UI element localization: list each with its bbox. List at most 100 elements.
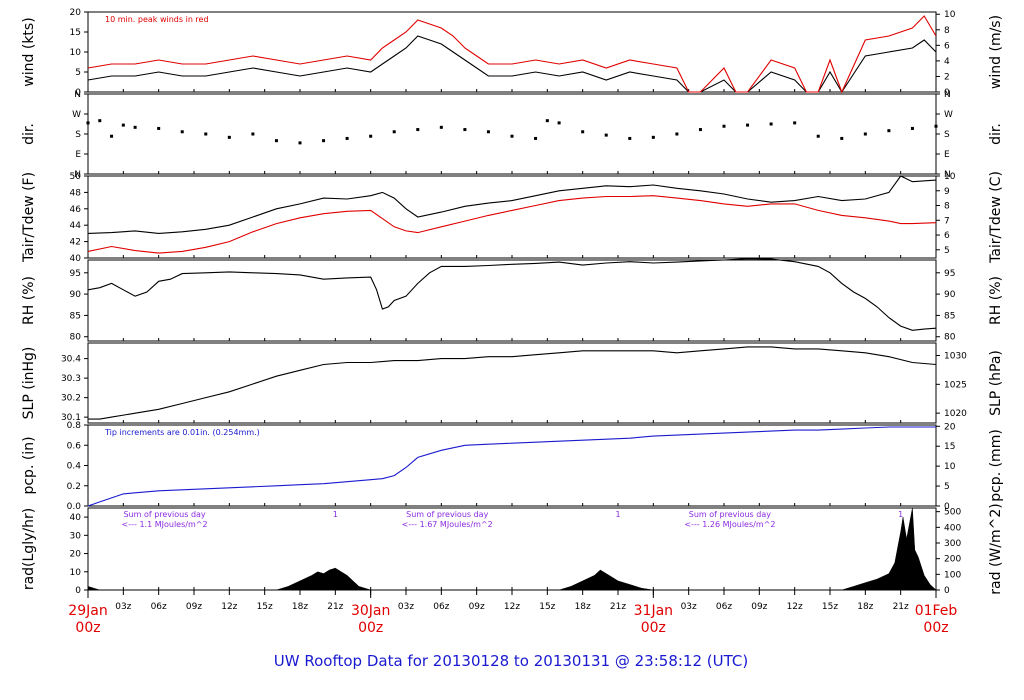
dir-point [86,121,90,125]
pcp-ytick-label-right: 10 [944,462,956,472]
dir-point [545,119,549,123]
wind-frame [87,11,937,93]
dir-point [934,124,938,128]
date-time-label: 00z [358,620,383,636]
dir-ytick-label-right: E [944,150,950,160]
wind-ytick-label-right: 4 [944,57,950,67]
temp-ytick-label-left: 40 [70,254,82,264]
wind-ytick-label-left: 15 [70,28,81,38]
wind-ylabel-left: wind (kts) [21,17,37,86]
pcp-frame [87,424,937,507]
rh-ytick-label-left: 90 [70,290,82,300]
pcp-ytick-label-left: 0.8 [67,421,82,431]
wind-ytick-label-right: 2 [944,72,950,82]
time-tick-label: 12z [221,602,237,612]
date-time-label: 00z [75,620,100,636]
time-tick-label: 18z [575,602,591,612]
rad-ytick-label-left: 0 [75,586,81,596]
pcp-ylabel-right: pcp. (mm) [988,429,1004,502]
dir-ytick-label-left: N [74,170,81,180]
pcp-ytick-label-right: 15 [944,442,955,452]
rad-ytick-label-left: 20 [70,550,82,560]
dir-point [322,139,326,143]
time-tick-label: 15z [539,602,555,612]
dir-ylabel-right: dir. [988,123,1004,145]
dir-point [157,126,161,130]
wind-ylabel-right: wind (m/s) [988,15,1004,89]
rad-area [87,507,937,591]
time-tick-label: 15z [257,602,273,612]
rad-ytick-label-right: 200 [944,555,961,565]
slp-ylabel-left: SLP (inHg) [21,347,37,420]
rad-day-sum-value: <--- 1.1 MJoules/m^2 [122,520,208,529]
dir-point [204,132,208,136]
dir-ytick-label-left: S [75,130,81,140]
dir-ytick-label-right: N [944,170,951,180]
dir-point [863,132,867,136]
pcp-ytick-label-left: 0.2 [67,482,81,492]
rad-ytick-label-left: 10 [70,568,82,578]
time-tick-label: 21z [893,602,909,612]
dir-point [392,130,396,134]
time-tick-label: 12z [504,602,520,612]
pcp-ytick-label-right: 0 [944,502,950,512]
rad-day-marker: 1 [333,510,338,519]
temp-ytick-label-right: 6 [944,231,950,241]
dir-point [628,136,632,140]
dir-point [227,135,231,139]
slp-ytick-label-left: 30.1 [61,413,81,423]
time-tick-label: 09z [751,602,767,612]
wind-ytick-label-right: 10 [944,10,956,20]
dir-point [274,139,278,143]
dir-point [439,125,443,129]
pcp-annotation: Tip increments are 0.01in. (0.254mm.) [104,428,260,437]
rh-ylabel-right: RH (%) [988,276,1004,325]
slp-ytick-label-right: 1025 [944,380,967,390]
pcp-ytick-label-left: 0.6 [67,441,82,451]
temp-ylabel-right: Tair/Tdew (C) [988,171,1004,264]
dir-point [180,130,184,134]
dir-ytick-label-left: W [72,110,81,120]
temp-frame [87,175,937,259]
rad-ytick-label-left: 30 [70,531,82,541]
temp-ytick-label-right: 7 [944,216,950,226]
pcp-series-precipitation [87,426,936,507]
temp-ylabel-left: Tair/Tdew (F) [21,172,37,263]
rh-ytick-label-right: 80 [944,333,956,343]
time-tick-label: 21z [327,602,343,612]
dir-point [510,134,514,138]
rh-ytick-label-left: 95 [70,269,81,279]
time-tick-label: 12z [787,602,803,612]
pcp-ytick-label-right: 20 [944,422,956,432]
time-tick-label: 06z [433,602,449,612]
dir-point [793,121,797,125]
dir-point [534,136,538,140]
slp-series-slp [88,346,937,420]
dir-point [722,124,726,128]
dir-point [910,126,914,130]
time-tick-label: 18z [857,602,873,612]
dir-ylabel-left: dir. [21,123,37,145]
dir-point [98,119,102,123]
temp-ytick-label-left: 42 [70,238,81,248]
slp-frame [87,342,937,424]
wind-ytick-label-right: 8 [944,26,950,36]
dir-frame [87,93,937,175]
rh-series-rh [87,258,937,331]
time-tick-label: 09z [186,602,202,612]
dir-point [557,121,561,125]
rh-ylabel-left: RH (%) [21,276,37,325]
pcp-ylabel-left: pcp. (in) [21,436,37,494]
temp-ytick-label-left: 46 [70,205,82,215]
wind-series-10-min-peak-wind [87,15,937,94]
temp-ytick-label-right: 9 [944,187,950,197]
panel-rad: rad(Lgly/hr) rad (W/m^2)01020304001002003… [21,503,1004,596]
panel-rh: RH (%) RH (%) 80 85 90 95 80 85 90 95 [21,258,1004,343]
time-tick-label: 03z [681,602,697,612]
wind-ytick-label-left: 5 [75,68,81,78]
slp-ytick-label-left: 30.3 [61,374,81,384]
dir-ytick-label-left: E [75,150,81,160]
temp-series-tair [87,175,937,234]
panel-wind: wind (kts) wind (m/s) 0 5 10 15 20 0 2 4 6 8 10 10 mi… [21,8,1004,98]
rh-ytick-label-right: 95 [944,269,955,279]
